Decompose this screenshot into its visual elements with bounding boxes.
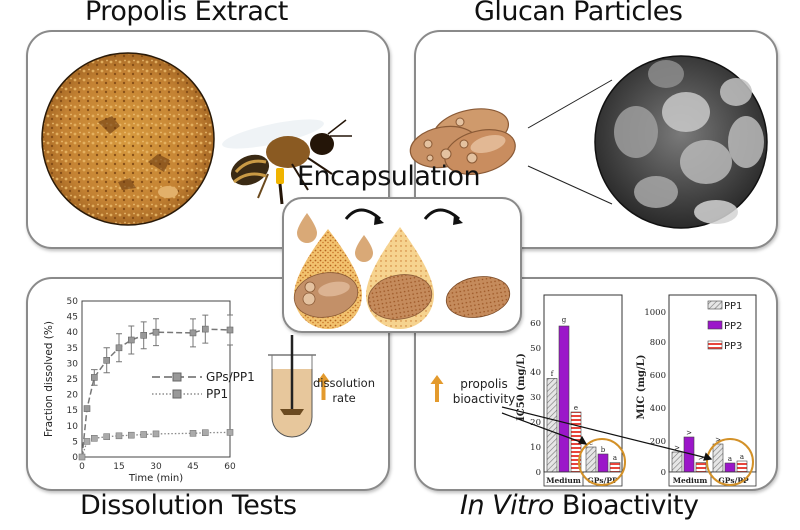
svg-text:60: 60	[224, 462, 236, 472]
svg-text:GPs/PP: GPs/PP	[587, 476, 618, 485]
title-glucan-particles: Glucan Particles	[474, 0, 683, 27]
svg-text:GPs/PP1: GPs/PP1	[206, 370, 255, 384]
svg-text:c: c	[589, 439, 593, 447]
svg-text:f: f	[551, 370, 555, 378]
loaded-glucan-particle-icon	[445, 276, 511, 318]
title-dissolution-tests: Dissolution Tests	[80, 490, 297, 521]
svg-text:45: 45	[67, 313, 78, 323]
svg-text:PP3: PP3	[724, 341, 742, 352]
arrow-curved-icon-1	[344, 208, 384, 225]
svg-text:g: g	[562, 316, 567, 324]
arrow-curved-icon-2	[423, 208, 463, 225]
svg-text:0: 0	[79, 462, 85, 472]
mic-chart: 0 200 400 600 800 1000 MIC (mg/L) > > > > a a Me…	[636, 294, 757, 487]
svg-text:45: 45	[187, 462, 198, 472]
bee-icon	[222, 119, 352, 205]
bioactivity-arrows	[501, 406, 713, 461]
svg-text:0: 0	[536, 468, 541, 478]
beaker-icon	[268, 335, 316, 438]
panel-in-vitro-bioactivity: propolis bioactivity 0 10 20 30 40 50 60 IC5	[414, 277, 778, 491]
svg-text:Medium: Medium	[673, 476, 708, 485]
dissolution-rate-label: dissolution rate	[312, 376, 376, 405]
svg-text:PP1: PP1	[724, 301, 742, 312]
title-in-vitro: In Vitro	[460, 490, 554, 521]
svg-text:800: 800	[650, 338, 666, 348]
bioactivity-label: propolis bioactivity	[452, 377, 516, 406]
svg-text:b: b	[601, 446, 606, 454]
svg-text:50: 50	[67, 297, 79, 307]
zoom-line-top	[527, 79, 613, 129]
up-arrow-icon	[317, 373, 330, 400]
svg-text:400: 400	[650, 404, 666, 414]
svg-text:35: 35	[67, 344, 78, 354]
glucan-particles-icon	[409, 108, 516, 175]
svg-text:600: 600	[650, 371, 666, 381]
title-in-vitro-bioactivity: In Vitro Bioactivity	[460, 490, 699, 521]
svg-text:15: 15	[67, 406, 78, 416]
svg-text:20: 20	[67, 391, 79, 401]
svg-text:25: 25	[67, 375, 78, 385]
dissolution-chart: 0 5 10 15 20 25 30 35 40 45 50 0 15 30 45 60 Time …	[43, 297, 330, 484]
svg-text:0: 0	[72, 453, 78, 463]
title-encapsulation: Encapsulation	[297, 161, 481, 192]
svg-text:a: a	[728, 455, 732, 463]
svg-text:5: 5	[72, 437, 78, 447]
encapsulation-illustration	[293, 208, 511, 329]
droplet-filled-particle-icon	[366, 227, 434, 329]
svg-text:>: >	[686, 429, 692, 437]
panel-dissolution-tests: 0 5 10 15 20 25 30 35 40 45 50 0 15 30 45 60 Time …	[26, 277, 390, 491]
svg-text:e: e	[574, 404, 578, 412]
svg-text:PP1: PP1	[206, 387, 228, 401]
svg-text:10: 10	[530, 443, 541, 453]
propolis-droplet-small-icon	[297, 213, 373, 262]
dissolution-legend: GPs/PP1 PP1	[152, 370, 255, 401]
sem-micrograph	[594, 55, 768, 229]
panel-encapsulation	[282, 197, 522, 333]
svg-text:>: >	[674, 444, 680, 452]
svg-text:a: a	[613, 454, 617, 462]
svg-text:Fraction dissolved (%): Fraction dissolved (%)	[43, 321, 55, 437]
svg-text:20: 20	[530, 418, 541, 428]
svg-text:10: 10	[67, 422, 79, 432]
svg-text:Medium: Medium	[546, 476, 581, 485]
svg-text:40: 40	[530, 368, 541, 378]
svg-text:30: 30	[67, 359, 79, 369]
up-arrow-icon-bio	[430, 375, 444, 402]
svg-text:40: 40	[67, 328, 79, 338]
svg-text:30: 30	[530, 393, 541, 403]
svg-text:30: 30	[150, 462, 162, 472]
mic-legend: PP1 PP2 PP3	[707, 300, 742, 352]
svg-text:200: 200	[650, 437, 666, 447]
svg-text:0: 0	[661, 468, 666, 478]
propolis-powder-photo	[41, 52, 215, 226]
svg-text:GPs/PP: GPs/PP	[718, 476, 749, 485]
svg-text:60: 60	[530, 319, 541, 329]
ic50-chart: 0 10 20 30 40 50 60 IC50 (mg/L) f g e cba Mediu…	[516, 294, 626, 487]
svg-text:50: 50	[530, 344, 541, 354]
zoom-line-bottom	[527, 165, 613, 205]
svg-text:15: 15	[113, 462, 124, 472]
svg-text:PP2: PP2	[724, 321, 742, 332]
droplet-with-particle-icon	[293, 229, 362, 329]
svg-text:IC50 (mg/L): IC50 (mg/L)	[516, 353, 527, 421]
glucan-illustration	[409, 55, 768, 229]
svg-text:a: a	[740, 453, 744, 461]
svg-text:>: >	[698, 454, 704, 462]
svg-text:Time (min): Time (min)	[128, 473, 183, 484]
title-bioactivity: Bioactivity	[553, 490, 699, 521]
propolis-illustration	[41, 52, 352, 226]
svg-text:>: >	[715, 436, 721, 444]
title-propolis-extract: Propolis Extract	[85, 0, 288, 27]
svg-text:MIC (mg/L): MIC (mg/L)	[636, 355, 647, 420]
svg-text:1000: 1000	[644, 308, 666, 318]
